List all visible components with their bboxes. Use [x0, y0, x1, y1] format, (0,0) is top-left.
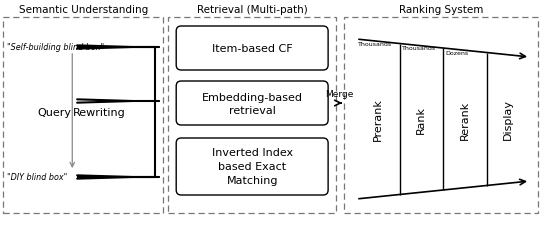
Text: Thousands: Thousands [402, 46, 436, 51]
Text: Dozens: Dozens [445, 51, 468, 56]
Text: Ranking System: Ranking System [399, 5, 483, 15]
Text: Rewriting: Rewriting [73, 108, 126, 117]
Text: Rerank: Rerank [460, 100, 470, 139]
Text: based Exact: based Exact [218, 162, 286, 172]
Bar [168, 18, 336, 213]
Text: Inverted Index: Inverted Index [211, 148, 293, 158]
Text: Rank: Rank [416, 106, 427, 133]
Text: retrieval: retrieval [229, 106, 275, 115]
Bar [344, 18, 538, 213]
FancyBboxPatch shape [176, 138, 328, 195]
FancyBboxPatch shape [176, 27, 328, 71]
Text: Item-based CF: Item-based CF [212, 44, 293, 54]
Text: Matching: Matching [227, 176, 278, 186]
Bar [3, 18, 163, 213]
Text: Display: Display [504, 99, 513, 140]
Text: "DIY blind box": "DIY blind box" [7, 173, 68, 182]
Text: Semantic Understanding: Semantic Understanding [18, 5, 148, 15]
Text: Query: Query [37, 108, 71, 117]
Text: Thousands: Thousands [358, 42, 392, 47]
Text: Merge: Merge [325, 90, 353, 99]
Text: "Self-building blind box": "Self-building blind box" [7, 43, 105, 52]
Text: Embedding-based: Embedding-based [202, 93, 302, 103]
FancyBboxPatch shape [176, 82, 328, 126]
Text: Prerank: Prerank [373, 98, 383, 141]
Text: Retrieval (Multi-path): Retrieval (Multi-path) [197, 5, 307, 15]
